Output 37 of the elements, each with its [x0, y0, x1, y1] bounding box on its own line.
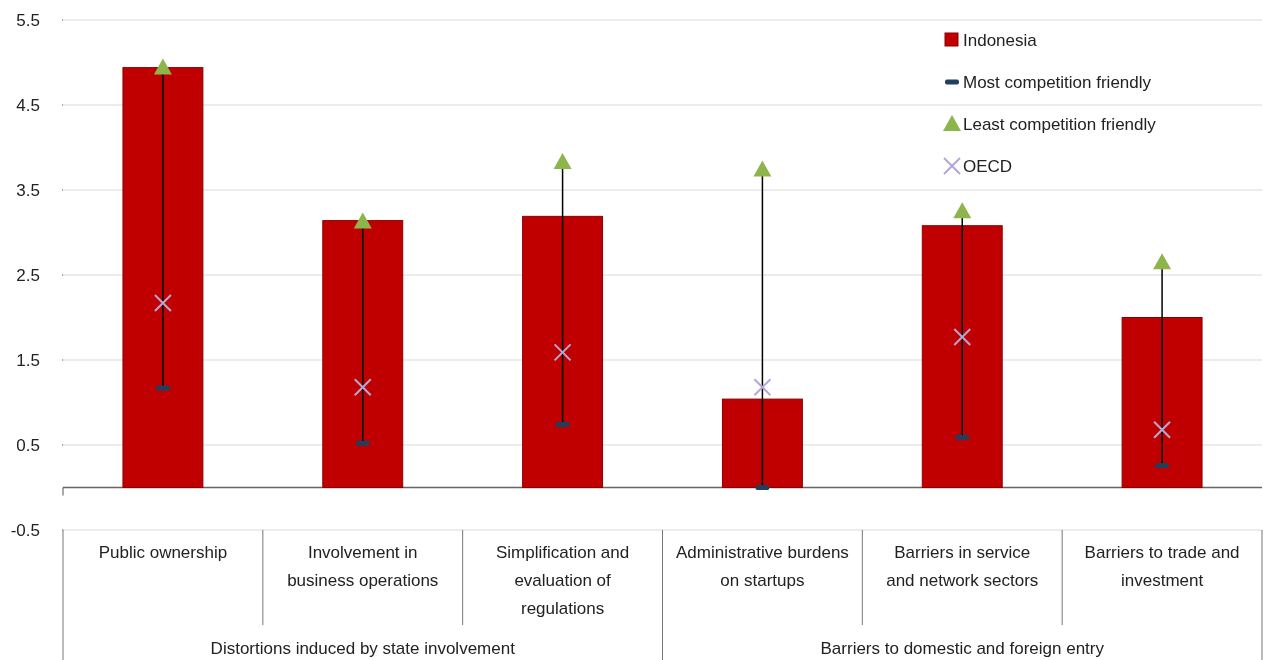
point — [753, 378, 772, 397]
point — [553, 343, 572, 362]
x-tick-label: Involvement in business operations — [287, 543, 439, 590]
y-tick-label: 0.5 — [16, 435, 40, 455]
bar — [721, 398, 803, 488]
x-tick-label: Barriers to trade and investment — [1084, 543, 1240, 590]
text: Barriers to domestic and foreign entry — [820, 639, 1105, 658]
point — [1153, 253, 1172, 270]
point — [553, 152, 572, 169]
text: Distortions induced by state involvement — [210, 639, 516, 658]
legend-label: Least competition friendly — [963, 114, 1157, 134]
y-tick-label: 3.5 — [16, 180, 40, 200]
point — [953, 202, 972, 219]
point — [353, 212, 372, 229]
x-tick-label: Simplification and evaluation of regulations — [495, 543, 630, 618]
legend-label: Indonesia — [963, 30, 1038, 50]
y-tick-label: -0.5 — [10, 520, 40, 540]
legend-label: OECD — [963, 156, 1013, 176]
bar — [1121, 317, 1203, 488]
point — [1153, 420, 1172, 439]
y-tick-label: 4.5 — [16, 95, 40, 115]
bar — [921, 225, 1003, 488]
bar — [522, 215, 604, 488]
point — [153, 58, 172, 75]
bar — [322, 220, 404, 488]
legend-label: Most competition friendly — [963, 72, 1152, 92]
y-tick-label: 5.5 — [16, 10, 40, 30]
y-tick-label: 2.5 — [16, 265, 40, 285]
x-tick-label: Public ownership — [98, 543, 228, 562]
x-tick-label: Barriers in service and network sectors — [886, 543, 1039, 590]
y-tick-label: 1.5 — [16, 350, 40, 370]
point — [953, 328, 972, 347]
x-tick-label: Administrative burdens on startups — [675, 543, 849, 590]
point — [153, 294, 172, 313]
point — [753, 160, 772, 177]
bar — [122, 67, 204, 488]
point — [353, 378, 372, 397]
